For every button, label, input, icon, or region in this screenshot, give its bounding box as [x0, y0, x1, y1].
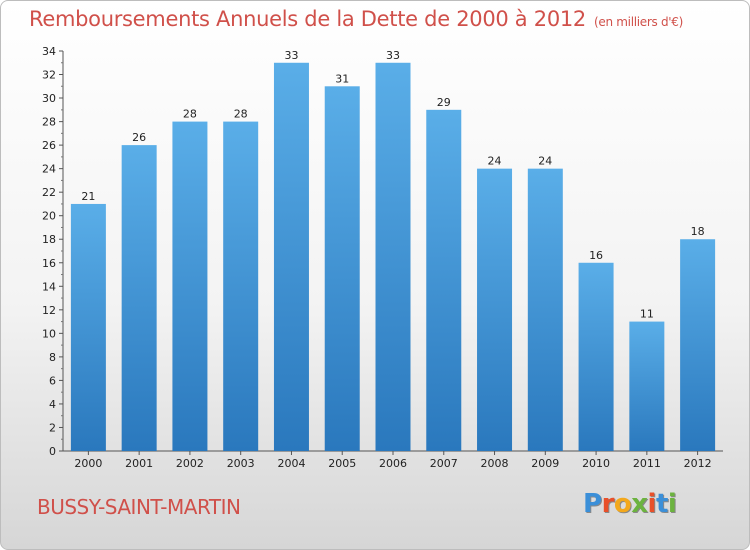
x-tick-label: 2009 — [531, 457, 559, 470]
x-tick-label: 2000 — [74, 457, 102, 470]
bar — [680, 239, 716, 451]
y-tick-label: 4 — [49, 398, 56, 411]
logo-letter: P — [583, 489, 602, 519]
chart-subtitle: (en milliers d'€) — [594, 15, 684, 29]
y-tick-label: 6 — [49, 374, 56, 387]
y-tick-label: 28 — [42, 116, 56, 129]
bar — [70, 203, 106, 451]
x-tick-label: 2005 — [328, 457, 356, 470]
bar-value-label: 28 — [234, 108, 248, 121]
y-tick-label: 8 — [49, 351, 56, 364]
y-tick-label: 14 — [42, 280, 56, 293]
y-tick-label: 18 — [42, 233, 56, 246]
y-tick-label: 2 — [49, 421, 56, 434]
bar-value-label: 33 — [386, 49, 400, 62]
bar — [527, 168, 563, 451]
logo-letter: i — [647, 489, 657, 519]
bar — [324, 86, 360, 451]
town-name: BUSSY-SAINT-MARTIN — [37, 495, 241, 519]
x-tick-label: 2004 — [277, 457, 305, 470]
chart-labels: 21 2000 26 2001 28 2002 28 2003 33 2004 31 2005 33 20… — [74, 49, 711, 470]
y-tick-label: 0 — [49, 445, 56, 458]
bar-value-label: 11 — [640, 308, 654, 321]
bar-value-label: 29 — [437, 96, 451, 109]
bar — [172, 121, 208, 452]
chart-bars — [70, 62, 716, 452]
bar-value-label: 18 — [691, 225, 705, 238]
x-tick-label: 2001 — [125, 457, 153, 470]
x-tick-label: 2007 — [430, 457, 458, 470]
y-tick-label: 34 — [42, 45, 56, 58]
bar — [578, 262, 614, 451]
bar-value-label: 26 — [132, 131, 146, 144]
y-tick-label: 26 — [42, 139, 56, 152]
logo-letter: i — [667, 489, 677, 519]
bar — [375, 62, 411, 451]
bar-value-label: 31 — [335, 72, 349, 85]
proxiti-logo: Proxiti — [583, 489, 677, 519]
y-tick-label: 32 — [42, 69, 56, 82]
logo-letter: x — [631, 489, 648, 519]
x-tick-label: 2010 — [582, 457, 610, 470]
bar-value-label: 28 — [183, 108, 197, 121]
bar-value-label: 24 — [538, 155, 552, 168]
y-tick-label: 30 — [42, 92, 56, 105]
y-tick-label: 24 — [42, 163, 56, 176]
bar — [273, 62, 309, 451]
bar-value-label: 21 — [81, 190, 95, 203]
bar — [477, 168, 513, 451]
x-tick-label: 2012 — [684, 457, 712, 470]
chart-title-text: Remboursements Annuels de la Dette de 20… — [29, 7, 586, 31]
x-tick-label: 2006 — [379, 457, 407, 470]
y-tick-label: 12 — [42, 304, 56, 317]
bar — [629, 321, 665, 451]
y-tick-label: 10 — [42, 327, 56, 340]
bar — [426, 109, 462, 451]
logo-letter: t — [655, 489, 668, 519]
y-tick-label: 22 — [42, 186, 56, 199]
logo-letter: o — [613, 489, 632, 519]
x-tick-label: 2002 — [176, 457, 204, 470]
x-tick-label: 2011 — [633, 457, 661, 470]
bar — [223, 121, 259, 452]
bar-value-label: 33 — [284, 49, 298, 62]
logo-letter: r — [601, 489, 615, 519]
bar-value-label: 24 — [488, 155, 502, 168]
x-tick-label: 2003 — [227, 457, 255, 470]
chart-title: Remboursements Annuels de la Dette de 20… — [29, 7, 683, 31]
x-tick-label: 2008 — [481, 457, 509, 470]
y-tick-label: 20 — [42, 210, 56, 223]
bar-value-label: 16 — [589, 249, 603, 262]
y-tick-label: 16 — [42, 257, 56, 270]
bar — [121, 145, 157, 451]
